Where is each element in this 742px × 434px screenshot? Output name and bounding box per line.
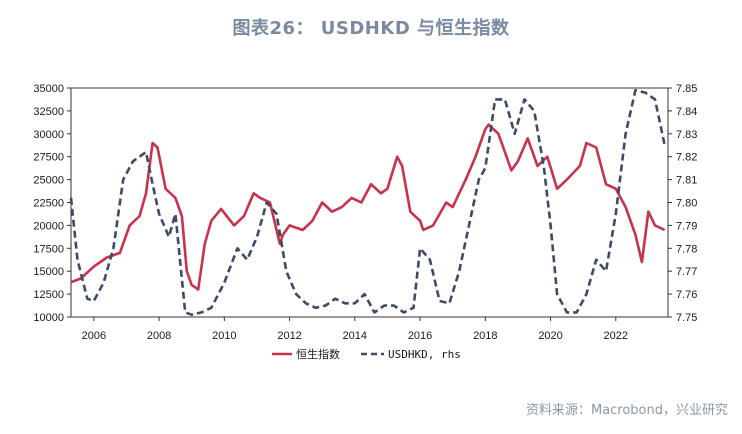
chart-title: 图表26： USDHKD 与恒生指数 (232, 18, 510, 39)
y-right-tick-label: 7.84 (676, 106, 697, 118)
y-left-tick-label: 30000 (33, 129, 64, 141)
x-tick-label: 2008 (147, 330, 171, 342)
x-tick-label: 2006 (82, 330, 106, 342)
x-tick-label: 2012 (277, 330, 301, 342)
y-left-tick-label: 35000 (33, 83, 64, 95)
y-right-tick-label: 7.75 (676, 312, 697, 324)
y-right-tick-label: 7.82 (676, 152, 697, 164)
legend-label-usdhkd: USDHKD, rhs (388, 348, 461, 361)
y-right-tick-label: 7.77 (676, 266, 697, 278)
legend-label-hsi: 恒生指数 (296, 347, 340, 361)
y-left-tick-label: 20000 (33, 220, 64, 232)
y-right-tick-label: 7.83 (676, 129, 697, 141)
y-left-tick-label: 17500 (33, 243, 64, 255)
y-left-tick-label: 22500 (33, 198, 64, 210)
x-tick-label: 2016 (408, 330, 432, 342)
y-right-tick-label: 7.80 (676, 198, 697, 210)
y-left-tick-label: 27500 (33, 152, 64, 164)
source-note: 资料来源：Macrobond，兴业研究 (525, 403, 728, 418)
y-left-tick-label: 32500 (33, 106, 64, 118)
series-line-usdhkd (69, 89, 666, 316)
y-left-tick-label: 25000 (33, 175, 64, 187)
y-right-tick-label: 7.81 (676, 175, 697, 187)
y-left-tick-label: 15000 (33, 266, 64, 278)
legend: 恒生指数 USDHKD, rhs (272, 347, 461, 361)
x-axis: 2006 2008 2010 2012 2014 2016 2018 2020 2022 (82, 317, 628, 342)
y-axis-right: 7.75 7.76 7.77 7.78 7.79 7.80 7.81 7.82 7.83 7.84… (668, 83, 697, 324)
x-tick-label: 2010 (212, 330, 236, 342)
y-left-tick-label: 12500 (33, 289, 64, 301)
y-right-tick-label: 7.78 (676, 243, 697, 255)
x-tick-label: 2014 (343, 330, 367, 342)
y-right-tick-label: 7.79 (676, 220, 697, 232)
x-tick-label: 2022 (604, 330, 628, 342)
y-axis-left: 10000 12500 15000 17500 20000 22500 25000 27500… (33, 83, 71, 324)
y-right-tick-label: 7.76 (676, 289, 697, 301)
plot-area (70, 87, 669, 318)
x-tick-label: 2018 (473, 330, 497, 342)
y-left-tick-label: 10000 (33, 312, 64, 324)
x-tick-label: 2020 (538, 330, 562, 342)
series-group (69, 89, 666, 316)
y-right-tick-label: 7.85 (676, 83, 697, 95)
series-line-hsi (70, 123, 666, 291)
